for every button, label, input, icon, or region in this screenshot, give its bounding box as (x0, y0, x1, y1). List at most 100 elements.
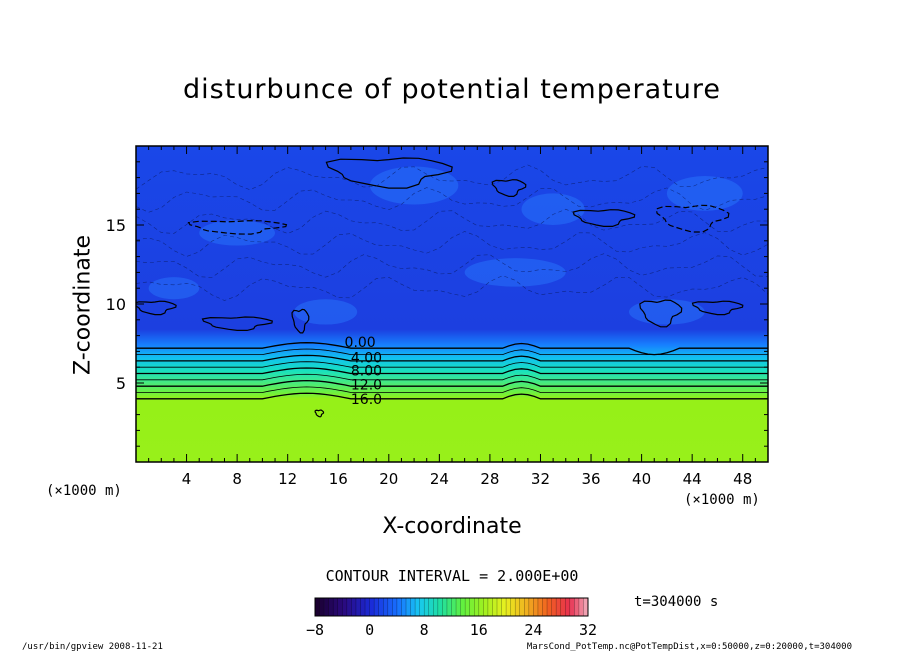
colorbar-swatch (374, 598, 379, 616)
colorbar-swatch (433, 598, 439, 616)
colorbar-swatch (560, 598, 566, 616)
colorbar-swatch (424, 598, 430, 616)
colorbar-swatch (574, 598, 580, 616)
colorbar-swatch (487, 598, 493, 616)
field-patch (199, 220, 276, 246)
field-patch (464, 258, 566, 287)
x-unit-label: (×1000 m) (684, 492, 760, 508)
y-tick-label: 5 (116, 374, 126, 393)
contour-line (136, 392, 768, 400)
contour-blob (491, 179, 527, 197)
colorbar-swatch (474, 598, 480, 616)
colorbar-swatch (392, 598, 398, 616)
colorbar-tick-label: 16 (470, 621, 488, 639)
contour-interval: CONTOUR INTERVAL = 2.000E+00 (325, 567, 579, 585)
contour-line (136, 342, 768, 356)
colorbar-swatch (319, 598, 325, 616)
colorbar-swatch (387, 598, 393, 616)
colorbar-swatch (428, 598, 434, 616)
contour-line (136, 373, 768, 381)
colorbar-swatch (351, 598, 357, 616)
contour-blob (691, 300, 744, 316)
y-axis: 5 10 15 (106, 145, 768, 463)
colorbar-swatch (565, 598, 571, 616)
y-unit-label: (×1000 m) (46, 483, 122, 499)
contour-label: 16.0 (351, 392, 382, 408)
colorbar-swatch (469, 598, 475, 616)
x-tick-label: 44 (683, 470, 702, 488)
colorbar-swatch (460, 598, 466, 616)
field-patch (628, 299, 705, 325)
colorbar-swatch (315, 598, 320, 616)
colorbar-swatch (533, 598, 539, 616)
colorbar-swatch (501, 598, 507, 616)
colorbar-swatch (497, 598, 502, 616)
chart-title: disturbunce of potential temperature (183, 74, 721, 105)
x-tick-label: 36 (581, 470, 600, 488)
y-tick-label: 15 (106, 216, 126, 235)
contour-dashed (136, 231, 768, 257)
colorbar-swatch (333, 598, 339, 616)
colorbar-swatch (510, 598, 516, 616)
contour-label: 12.0 (351, 378, 382, 394)
colorbar-swatch (419, 598, 425, 616)
colorbar-swatch (537, 598, 543, 616)
x-axis-label: X-coordinate (382, 514, 522, 539)
colorbar-swatch (410, 598, 416, 616)
footer-right: MarsCond_PotTemp.nc@PotTempDist,x=0:5000… (526, 642, 852, 652)
contour-line (136, 354, 768, 362)
x-tick-label: 32 (531, 470, 550, 488)
y-tick-label: 10 (106, 295, 126, 314)
contour-blob (136, 300, 177, 316)
colorbar-swatch (483, 598, 489, 616)
colorbar: −8 0 8 16 24 32 (306, 597, 597, 639)
x-axis: 4 8 12 16 20 24 28 32 36 40 44 48 (135, 146, 769, 488)
colorbar-swatch (492, 598, 498, 616)
x-tick-label: 8 (232, 470, 242, 488)
field-patch (148, 277, 200, 300)
colorbar-frame (314, 597, 589, 617)
contour-label: 4.00 (351, 351, 382, 367)
colorbar-tick-label: 32 (579, 621, 597, 639)
x-tick-label: 48 (733, 470, 752, 488)
colorbar-swatch (355, 598, 361, 616)
colorbar-swatch (346, 598, 352, 616)
x-tick-label: 4 (182, 470, 192, 488)
colorbar-swatch (328, 598, 334, 616)
contour-label: 0.00 (345, 335, 376, 351)
colorbar-tick-label: 8 (420, 621, 429, 639)
colorbar-swatch (415, 598, 420, 616)
contour-blob (201, 316, 274, 331)
colorbar-swatch (406, 598, 411, 616)
colorbar-swatch (369, 598, 375, 616)
colorbar-swatch (401, 598, 407, 616)
contour-lines (136, 157, 768, 418)
time-label: t=304000 s (634, 594, 719, 610)
x-tick-label: 40 (632, 470, 651, 488)
colorbar-swatch (524, 598, 530, 616)
contour-blob (639, 299, 683, 328)
colorbar-swatch (547, 598, 552, 616)
colorbar-swatch (437, 598, 443, 616)
contour-blob (572, 209, 636, 227)
colorbar-swatch (478, 598, 484, 616)
contour-dashed (136, 275, 768, 301)
y-axis-label: Z-coordinate (70, 235, 96, 375)
contour-dashed (136, 187, 768, 213)
contour-blob (291, 308, 310, 334)
contour-blob (314, 409, 325, 418)
colorbar-swatch (506, 598, 511, 616)
colorbar-swatch (551, 598, 557, 616)
colorbar-swatch (519, 598, 525, 616)
contour-dashed (136, 164, 768, 191)
colorbar-tick-label: 0 (365, 621, 374, 639)
x-tick-label: 16 (329, 470, 348, 488)
x-tick-label: 28 (480, 470, 499, 488)
colorbar-swatch (515, 598, 521, 616)
color-field (136, 146, 768, 462)
colorbar-swatch (569, 598, 575, 616)
colorbar-swatch (451, 598, 457, 616)
contour-line (136, 348, 768, 355)
colorbar-swatch (446, 598, 452, 616)
